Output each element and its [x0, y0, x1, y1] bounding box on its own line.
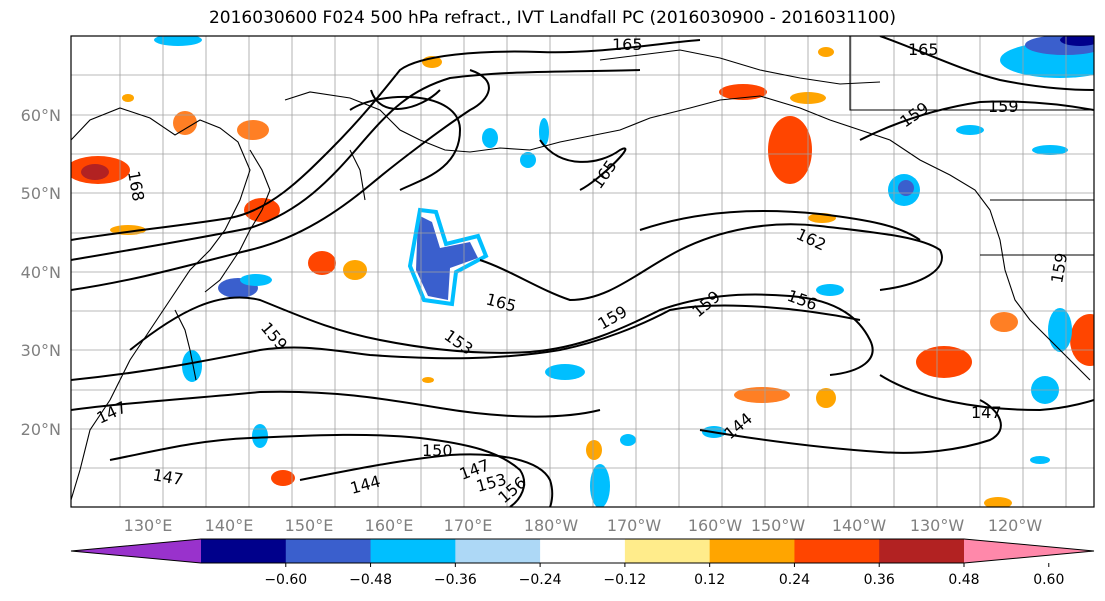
contour-label: 147 — [971, 403, 1002, 422]
colorbar-segment — [794, 539, 880, 563]
lon-label: 170°W — [607, 516, 662, 535]
lon-label: 130°W — [910, 516, 965, 535]
lon-label: 120°W — [988, 516, 1043, 535]
latitude-labels: 60°N 50°N 40°N 30°N 20°N — [21, 106, 61, 439]
colorbar-segment — [201, 539, 287, 563]
colorbar-tick-label: −0.60 — [264, 572, 307, 588]
colorbar-extend-max — [964, 539, 1094, 563]
colorbar-tick-labels: −0.60 −0.48 −0.36 −0.24 −0.12 0.12 0.24 0.36 0.4… — [264, 563, 1064, 588]
contour-lines — [71, 36, 1094, 507]
lat-label: 20°N — [21, 420, 61, 439]
lat-label: 40°N — [21, 263, 61, 282]
lon-label: 160°W — [688, 516, 743, 535]
colorbar-segment — [540, 539, 626, 563]
colorbar-extend-min — [71, 539, 201, 563]
lon-label: 180°W — [524, 516, 579, 535]
lon-label: 170°E — [444, 516, 493, 535]
map-frame — [70, 35, 1095, 508]
colorbar-tick-label: −0.48 — [349, 572, 392, 588]
colorbar-segment — [624, 539, 711, 563]
longitude-labels: 130°E 140°E 150°E 160°E 170°E 180°W 170°… — [124, 516, 1043, 535]
colorbar-segment — [709, 539, 795, 563]
map-area — [71, 36, 1094, 507]
colorbar-tick-label: −0.36 — [434, 572, 477, 588]
lon-label: 150°W — [751, 516, 806, 535]
colorbar-outline — [70, 538, 1095, 564]
map-title: 2016030600 F024 500 hPa refract., IVT La… — [208, 8, 896, 28]
colorbar-tick-label: 0.60 — [1033, 572, 1064, 588]
contour-label: 165 — [612, 35, 643, 54]
lat-label: 60°N — [21, 106, 61, 125]
colorbar-tick-label: 0.48 — [948, 572, 979, 588]
colorbar-tick-label: −0.12 — [603, 572, 646, 588]
colorbar — [70, 538, 1095, 564]
contour-label: 165 — [908, 40, 939, 59]
lon-label: 150°E — [285, 516, 334, 535]
map-gridlines — [71, 36, 1094, 507]
colorbar-segment — [455, 539, 541, 563]
lon-label: 140°W — [832, 516, 887, 535]
lon-label: 130°E — [124, 516, 173, 535]
colorbar-tick-label: −0.24 — [519, 572, 562, 588]
lat-label: 50°N — [21, 184, 61, 203]
lon-label: 160°E — [365, 516, 414, 535]
colorbar-tick-label: 0.24 — [779, 572, 810, 588]
colorbar-segment — [370, 539, 456, 563]
colorbar-segment — [285, 539, 372, 563]
contour-label: 159 — [988, 97, 1019, 116]
colorbar-segment — [879, 539, 965, 563]
lon-label: 140°E — [205, 516, 254, 535]
colorbar-tick-label: 0.36 — [864, 572, 895, 588]
contour-label: 150 — [422, 441, 453, 460]
colorbar-tick-label: 0.12 — [694, 572, 725, 588]
lat-label: 30°N — [21, 341, 61, 360]
